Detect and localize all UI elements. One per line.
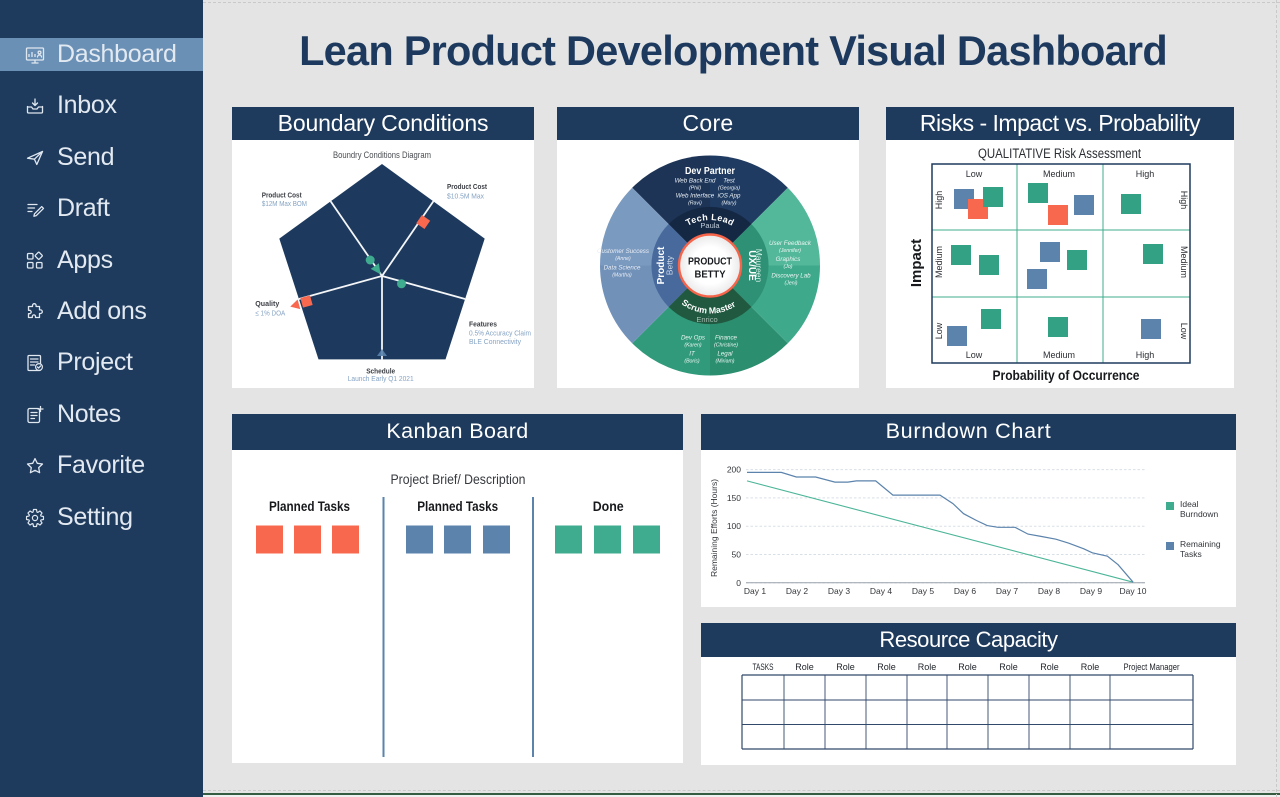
- svg-text:Tech Lead: Tech Lead: [684, 212, 736, 228]
- svg-text:Product: Product: [656, 246, 667, 284]
- svg-text:(Boris): (Boris): [684, 359, 700, 365]
- svg-text:Low: Low: [1179, 323, 1189, 340]
- svg-text:0.5% Accuracy Claim: 0.5% Accuracy Claim: [469, 329, 531, 338]
- svg-text:Day 2: Day 2: [786, 586, 808, 596]
- svg-text:(Karen): (Karen): [684, 343, 702, 349]
- svg-text:BETTY: BETTY: [695, 269, 726, 281]
- svg-text:(Jo): (Jo): [784, 264, 793, 270]
- svg-text:TASKS: TASKS: [753, 662, 774, 672]
- svg-text:Enrico: Enrico: [696, 315, 717, 324]
- svg-text:Day 9: Day 9: [1080, 586, 1102, 596]
- svg-text:Medium: Medium: [1043, 350, 1075, 360]
- svg-text:Quality: Quality: [255, 299, 280, 308]
- svg-text:iOS App: iOS App: [718, 193, 741, 200]
- svg-text:Betty: Betty: [665, 255, 675, 275]
- svg-text:Web Interface: Web Interface: [676, 193, 715, 200]
- svg-text:150: 150: [727, 493, 741, 503]
- svg-text:BLE Connectivity: BLE Connectivity: [469, 337, 521, 346]
- svg-text:Planned Tasks: Planned Tasks: [269, 499, 350, 514]
- svg-text:Medium: Medium: [1043, 169, 1075, 179]
- svg-text:(Miriam): (Miriam): [715, 359, 734, 365]
- svg-text:Role: Role: [1040, 662, 1059, 672]
- svg-text:(Georgia): (Georgia): [718, 186, 740, 192]
- svg-text:(Jennifer): (Jennifer): [779, 248, 801, 254]
- svg-text:PRODUCT: PRODUCT: [688, 256, 732, 268]
- svg-text:Role: Role: [795, 662, 814, 672]
- svg-text:Test: Test: [723, 178, 735, 185]
- svg-text:Boundry Conditions Diagram: Boundry Conditions Diagram: [333, 150, 431, 160]
- svg-text:User Feedback: User Feedback: [769, 240, 812, 247]
- svg-text:(Christine): (Christine): [714, 343, 738, 349]
- svg-text:High: High: [1179, 191, 1189, 210]
- svg-text:High: High: [1136, 169, 1155, 179]
- svg-text:Role: Role: [999, 662, 1018, 672]
- svg-text:Low: Low: [934, 322, 944, 339]
- svg-text:IT: IT: [689, 351, 696, 358]
- svg-text:High: High: [1136, 350, 1155, 360]
- svg-text:QUALITATIVE Risk Assessment: QUALITATIVE Risk Assessment: [978, 146, 1141, 161]
- svg-text:Role: Role: [1081, 662, 1100, 672]
- svg-text:Project Manager: Project Manager: [1124, 662, 1180, 672]
- svg-text:Medium: Medium: [934, 246, 944, 278]
- svg-text:Low: Low: [966, 169, 983, 179]
- svg-text:Day 1: Day 1: [744, 586, 766, 596]
- svg-text:0: 0: [736, 578, 741, 588]
- svg-text:Day 5: Day 5: [912, 586, 934, 596]
- svg-text:Graphics: Graphics: [776, 256, 801, 263]
- svg-text:Day 6: Day 6: [954, 586, 976, 596]
- svg-text:Day 8: Day 8: [1038, 586, 1060, 596]
- svg-text:Discovery Lab: Discovery Lab: [771, 273, 811, 280]
- svg-text:100: 100: [727, 521, 741, 531]
- svg-text:Launch Early Q1 2021: Launch Early Q1 2021: [348, 374, 414, 383]
- svg-text:Role: Role: [836, 662, 855, 672]
- svg-text:Medium: Medium: [1179, 246, 1189, 278]
- svg-text:Day 10: Day 10: [1120, 586, 1147, 596]
- svg-text:Burndown: Burndown: [1180, 509, 1219, 519]
- svg-text:Remaining Efforts (Hours): Remaining Efforts (Hours): [709, 479, 719, 577]
- svg-text:(Mary): (Mary): [722, 201, 737, 207]
- svg-text:Role: Role: [877, 662, 896, 672]
- svg-text:Day 7: Day 7: [996, 586, 1018, 596]
- svg-text:Dev Ops: Dev Ops: [681, 335, 705, 342]
- svg-text:(Ravi): (Ravi): [688, 201, 702, 207]
- svg-text:Low: Low: [966, 350, 983, 360]
- svg-text:Data Science: Data Science: [604, 265, 641, 272]
- svg-text:Ideal: Ideal: [1180, 499, 1199, 509]
- svg-text:(Anne): (Anne): [615, 256, 631, 262]
- svg-text:Day 3: Day 3: [828, 586, 850, 596]
- svg-text:Customer Success: Customer Success: [597, 248, 649, 255]
- svg-text:Product Cost: Product Cost: [262, 191, 302, 200]
- svg-text:Planned Tasks: Planned Tasks: [417, 499, 498, 514]
- svg-text:(Martha): (Martha): [612, 273, 632, 279]
- svg-text:Finance: Finance: [715, 335, 738, 342]
- svg-text:Features: Features: [469, 320, 497, 329]
- svg-text:Role: Role: [958, 662, 977, 672]
- svg-text:$10.5M Max: $10.5M Max: [447, 191, 484, 200]
- svg-text:Day 4: Day 4: [870, 586, 892, 596]
- svg-text:Impact: Impact: [908, 239, 925, 287]
- svg-text:Schedule: Schedule: [366, 366, 395, 375]
- svg-text:(Jeni): (Jeni): [785, 281, 798, 287]
- svg-text:200: 200: [727, 465, 741, 475]
- svg-text:Project Brief/ Description: Project Brief/ Description: [391, 472, 526, 487]
- svg-text:Maureen: Maureen: [754, 249, 764, 283]
- svg-text:Remaining: Remaining: [1180, 539, 1221, 549]
- svg-text:UX/UE: UX/UE: [746, 250, 757, 281]
- svg-text:Dev Partner: Dev Partner: [685, 166, 735, 177]
- svg-text:Legal: Legal: [717, 351, 733, 358]
- svg-text:≤ 1% DOA: ≤ 1% DOA: [255, 309, 285, 318]
- svg-text:Paula: Paula: [700, 221, 720, 230]
- svg-text:(Phil): (Phil): [689, 186, 701, 192]
- svg-text:Tasks: Tasks: [1180, 549, 1202, 559]
- svg-text:High: High: [934, 191, 944, 210]
- svg-text:Product Cost: Product Cost: [447, 182, 487, 191]
- svg-text:$12M Max BOM: $12M Max BOM: [262, 199, 307, 208]
- svg-text:50: 50: [732, 550, 742, 560]
- svg-text:Role: Role: [918, 662, 937, 672]
- svg-text:Probability of Occurrence: Probability of Occurrence: [993, 367, 1140, 383]
- svg-text:Done: Done: [593, 499, 624, 514]
- svg-text:Web Back End: Web Back End: [675, 178, 716, 185]
